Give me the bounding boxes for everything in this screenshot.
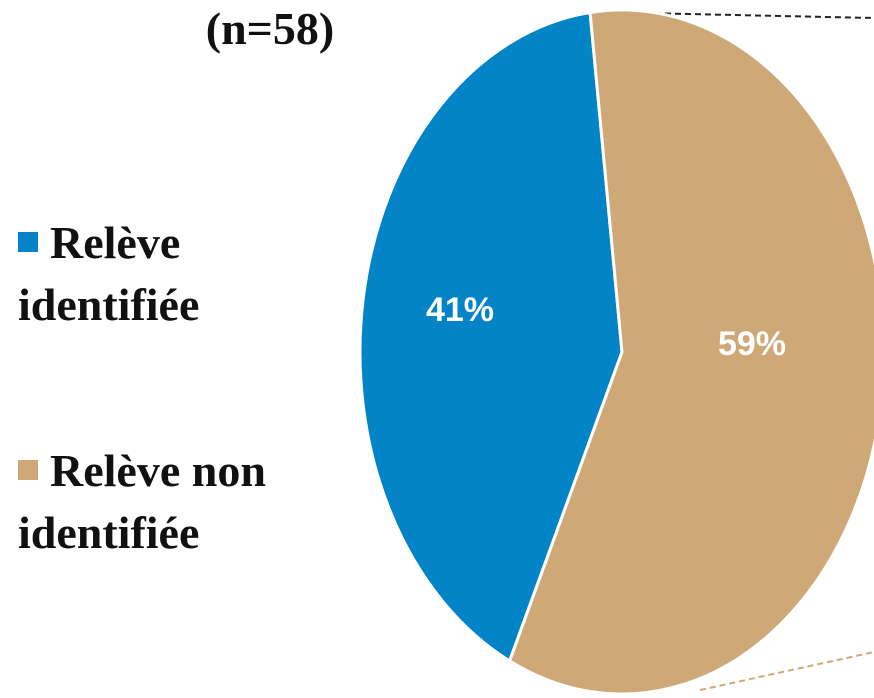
- legend-swatch: [18, 460, 38, 480]
- legend-item: Relève identifiée: [18, 212, 338, 336]
- data-label: 59%: [718, 325, 786, 363]
- legend-swatch: [18, 232, 38, 252]
- legend-item: Relève non identifiée: [18, 440, 338, 564]
- data-label: 41%: [426, 291, 494, 329]
- legend-label: Relève identifiée: [18, 217, 200, 330]
- legend-label: Relève non identifiée: [18, 445, 266, 558]
- chart-title: (n=58): [205, 3, 335, 54]
- pie-slice: [358, 10, 624, 664]
- pie-slice: [507, 8, 874, 696]
- connector: [594, 11, 874, 19]
